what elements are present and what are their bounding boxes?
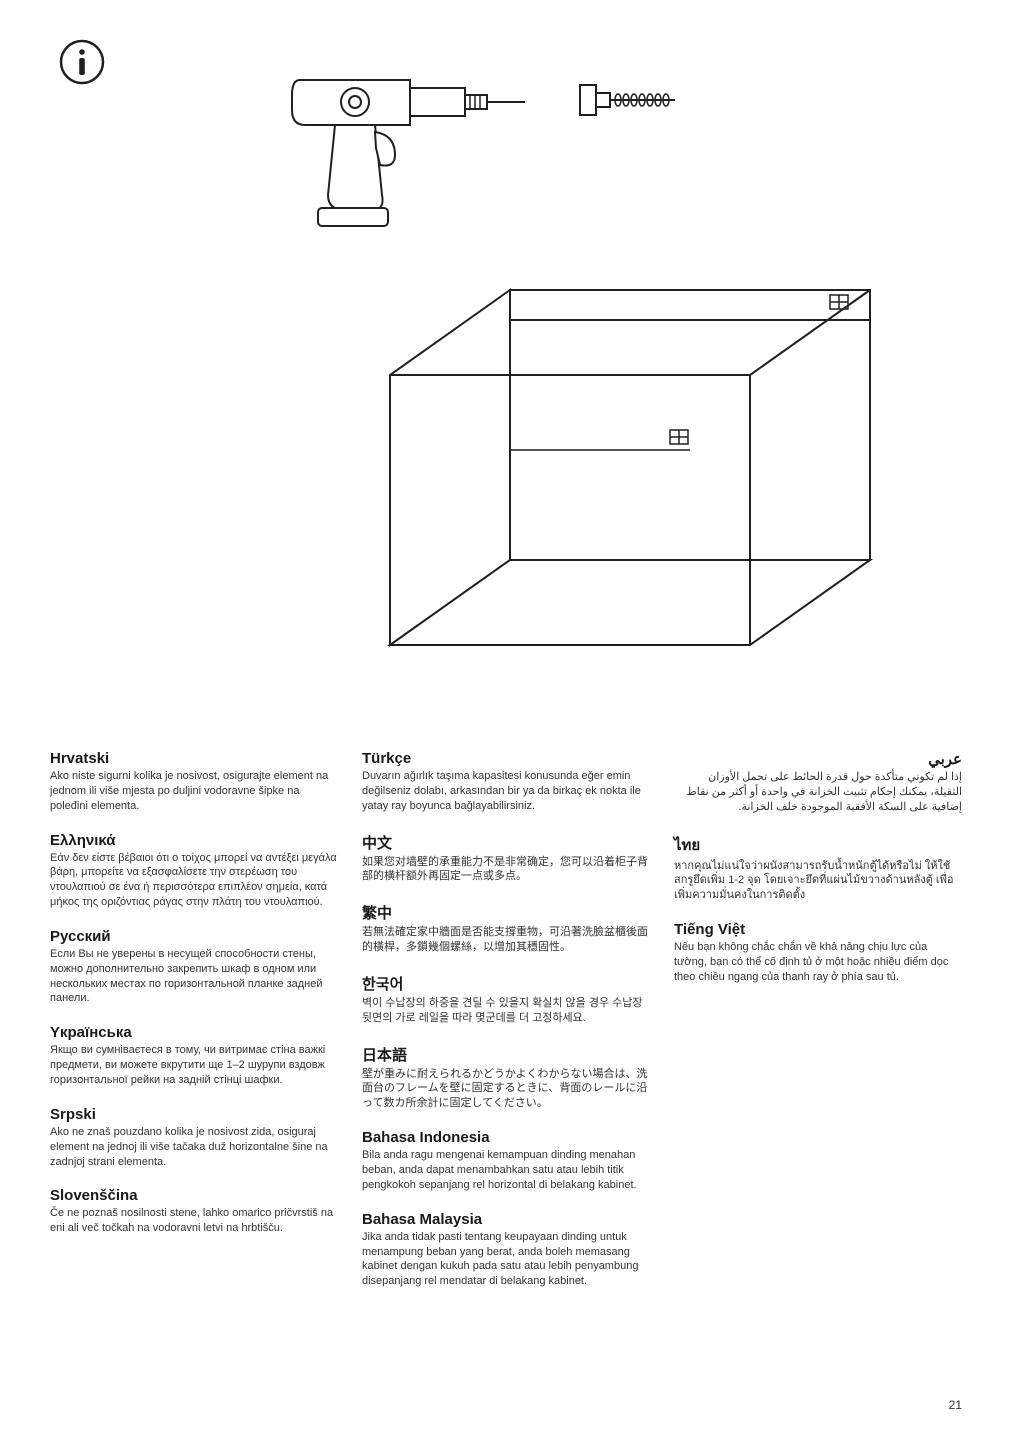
lang-section: Türkçe Duvarın ağırlık taşıma kapasitesi …	[362, 750, 650, 814]
lang-section: Русский Если Вы не уверены в несущей спос…	[50, 928, 338, 1006]
lang-body: 壁が重みに耐えられるかどうかよくわからない場合は、洗面台のフレームを壁に固定する…	[362, 1067, 650, 1112]
lang-title: Bahasa Malaysia	[362, 1211, 650, 1228]
lang-title: Bahasa Indonesia	[362, 1129, 650, 1146]
wall-anchor-icon	[580, 85, 675, 115]
lang-title: Tiếng Việt	[674, 921, 962, 938]
lang-body: إذا لم تكوني متأكدة حول قدرة الحائط على …	[674, 770, 962, 815]
lang-body: Jika anda tidak pasti tentang keupayaan …	[362, 1230, 650, 1289]
lang-body: Ako ne znaš pouzdano kolika je nosivost …	[50, 1125, 338, 1170]
lang-title: Türkçe	[362, 750, 650, 767]
lang-body: Bila anda ragu mengenai kemampuan dindin…	[362, 1148, 650, 1193]
column-2: Türkçe Duvarın ağırlık taşıma kapasitesi …	[362, 750, 650, 1307]
illustration-area	[0, 0, 1012, 740]
lang-title: 中文	[362, 832, 650, 853]
lang-body: Если Вы не уверены в несущей способности…	[50, 947, 338, 1006]
lang-section: 日本語壁が重みに耐えられるかどうかよくわからない場合は、洗面台のフレームを壁に固…	[362, 1044, 650, 1112]
text-columns: Hrvatski Ako niste sigurni kolika je nosi…	[0, 750, 1012, 1337]
lang-section: Yкраїнська Якщо ви сумніваєтеся в тому, ч…	[50, 1024, 338, 1088]
lang-section: 한국어벽이 수납장의 하중을 견딜 수 있을지 확실치 않을 경우 수납장 뒷면…	[362, 973, 650, 1026]
lang-title: Русский	[50, 928, 338, 945]
lang-title: 日本語	[362, 1044, 650, 1065]
info-icon	[61, 41, 103, 83]
lang-section: ไทยหากคุณไม่แน่ใจว่าผนังสามารถรับน้ำหนัก…	[674, 833, 962, 904]
lang-title: Hrvatski	[50, 750, 338, 767]
lang-section: عربي إذا لم تكوني متأكدة حول قدرة الحائط …	[674, 750, 962, 815]
lang-title: Yкраїнська	[50, 1024, 338, 1041]
lang-body: 如果您对墙壁的承重能力不是非常确定，您可以沿着柜子背部的横杆额外再固定一点或多点…	[362, 855, 650, 885]
drill-icon	[292, 80, 525, 226]
lang-body: Nếu bạn không chắc chắn về khả năng chịu…	[674, 940, 962, 985]
lang-title: Ελληνικά	[50, 832, 338, 849]
lang-section: Ελληνικά Εάν δεν είστε βέβαιοι ότι ο τοίχ…	[50, 832, 338, 910]
lang-title: Srpski	[50, 1106, 338, 1123]
lang-section: Slovenščina Če ne poznaš nosilnosti stene…	[50, 1187, 338, 1236]
instruction-diagram	[50, 30, 962, 710]
page-number: 21	[949, 1398, 962, 1412]
lang-body: Ako niste sigurni kolika je nosivost, os…	[50, 769, 338, 814]
lang-body: Če ne poznaš nosilnosti stene, lahko oma…	[50, 1206, 338, 1236]
lang-body: หากคุณไม่แน่ใจว่าผนังสามารถรับน้ำหนักตู้…	[674, 859, 962, 904]
lang-title: ไทย	[674, 833, 962, 857]
lang-body: 若無法確定家中牆面是否能支撐重物，可沿著洗臉盆櫃後面的橫桿，多鎖幾個螺絲，以增加…	[362, 925, 650, 955]
column-1: Hrvatski Ako niste sigurni kolika je nosi…	[50, 750, 338, 1307]
lang-section: Bahasa Malaysia Jika anda tidak pasti ten…	[362, 1211, 650, 1289]
lang-section: Bahasa Indonesia Bila anda ragu mengenai …	[362, 1129, 650, 1193]
lang-section: Tiếng Việt Nếu bạn không chắc chắn về khả…	[674, 921, 962, 985]
lang-title: عربي	[674, 750, 962, 768]
lang-section: 中文如果您对墙壁的承重能力不是非常确定，您可以沿着柜子背部的横杆额外再固定一点或…	[362, 832, 650, 885]
cabinet-diagram	[390, 290, 870, 645]
column-3: عربي إذا لم تكوني متأكدة حول قدرة الحائط …	[674, 750, 962, 1307]
lang-section: 繁中若無法確定家中牆面是否能支撐重物，可沿著洗臉盆櫃後面的橫桿，多鎖幾個螺絲，以…	[362, 902, 650, 955]
lang-body: Duvarın ağırlık taşıma kapasitesi konusu…	[362, 769, 650, 814]
lang-section: Hrvatski Ako niste sigurni kolika je nosi…	[50, 750, 338, 814]
lang-section: Srpski Ako ne znaš pouzdano kolika je nos…	[50, 1106, 338, 1170]
lang-body: 벽이 수납장의 하중을 견딜 수 있을지 확실치 않을 경우 수납장 뒷면의 가…	[362, 996, 650, 1026]
lang-title: 繁中	[362, 902, 650, 923]
lang-title: 한국어	[362, 973, 650, 994]
lang-body: Εάν δεν είστε βέβαιοι ότι ο τοίχος μπορε…	[50, 851, 338, 910]
lang-body: Якщо ви сумніваєтеся в тому, чи витримає…	[50, 1043, 338, 1088]
lang-title: Slovenščina	[50, 1187, 338, 1204]
